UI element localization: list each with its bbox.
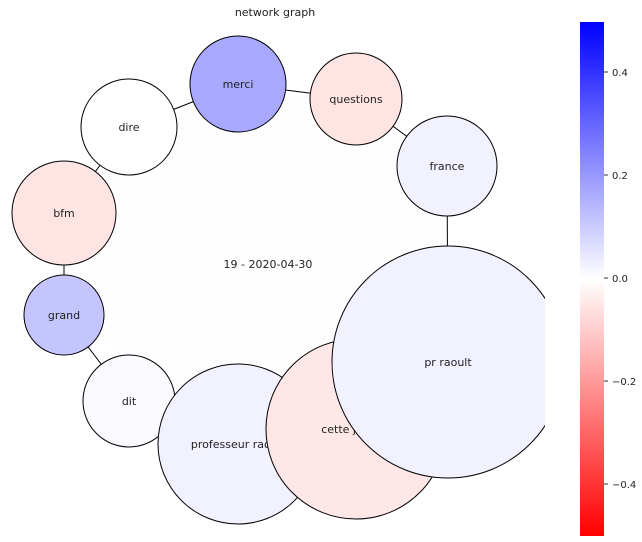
node-bfm: bfm: [11, 160, 117, 266]
node-questions: questions: [309, 52, 403, 146]
node-dit: dit: [82, 354, 176, 448]
colorbar: 0.4 0.2 0.0 −0.2 −0.4: [580, 22, 636, 536]
colorbar-gradient: [580, 22, 604, 536]
node-label: france: [430, 160, 465, 173]
node-circle: [189, 35, 287, 133]
node-label: questions: [329, 93, 383, 106]
colorbar-tick-label: −0.2: [612, 377, 636, 388]
node-dire: dire: [80, 78, 178, 176]
node-circle: [11, 160, 117, 266]
node-label: dire: [118, 121, 139, 134]
graph-title: network graph: [235, 6, 315, 19]
colorbar-tick-label: −0.4: [612, 480, 636, 491]
node-circle: [23, 274, 105, 356]
node-label: pr raoult: [424, 356, 472, 369]
graph-area: merci questions france dire bfm grand dit profe…: [11, 35, 545, 525]
node-france: france: [396, 115, 498, 217]
node-circle: [309, 52, 403, 146]
center-node-label: 19 - 2020-04-30: [224, 258, 313, 271]
node-label: grand: [48, 309, 80, 322]
node-label: dit: [122, 395, 137, 408]
colorbar-tick-label: 0.4: [612, 68, 628, 79]
node-grand: grand: [23, 274, 105, 356]
colorbar-tick-label: 0.0: [612, 274, 628, 285]
colorbar-ticks: 0.4 0.2 0.0 −0.2 −0.4: [604, 68, 636, 491]
graph-nodes: merci questions france dire bfm grand dit profe…: [11, 35, 545, 525]
node-circle: [331, 245, 545, 479]
colorbar-tick-label: 0.2: [612, 171, 628, 182]
node-circle: [80, 78, 178, 176]
node-label: bfm: [53, 207, 75, 220]
node-merci: merci: [189, 35, 287, 133]
node-pr-raoult: pr raoult: [331, 245, 545, 479]
node-circle: [396, 115, 498, 217]
node-label: professeur raoult: [191, 438, 286, 451]
node-label: merci: [223, 78, 254, 91]
